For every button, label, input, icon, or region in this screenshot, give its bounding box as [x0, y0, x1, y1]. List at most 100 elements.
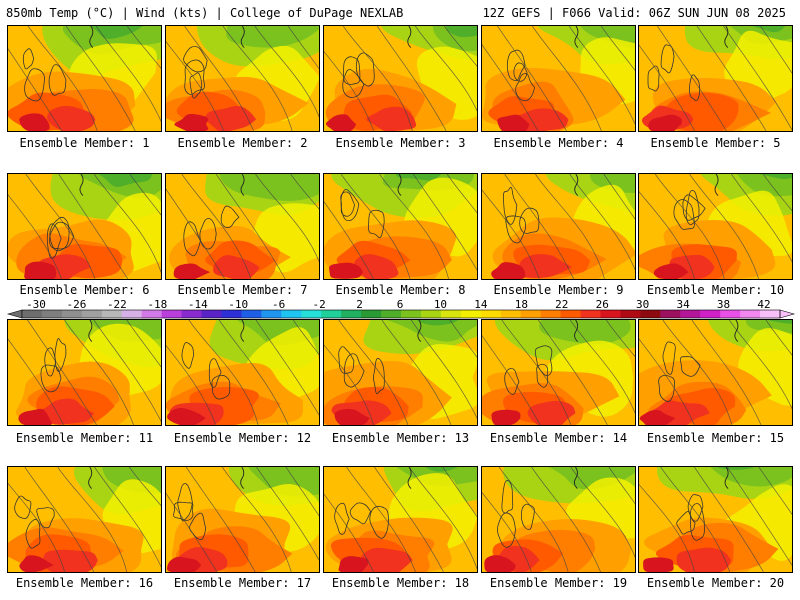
- ensemble-map-5: [638, 25, 793, 132]
- colorbar-tick-label: 38: [716, 298, 731, 311]
- ensemble-map-11: [7, 319, 162, 426]
- ensemble-member-label: Ensemble Member: 19: [489, 576, 628, 590]
- ensemble-map-14: [481, 319, 636, 426]
- colorbar-segment: [460, 310, 482, 318]
- temperature-colorbar: [6, 309, 796, 319]
- ensemble-member-label: Ensemble Member: 1: [19, 136, 150, 150]
- header-left-title: 850mb Temp (°C) | Wind (kts) | College o…: [6, 6, 404, 20]
- ensemble-map-6: [7, 173, 162, 280]
- ensemble-map-10: [638, 173, 793, 280]
- colorbar-tick-label: -2: [312, 298, 326, 311]
- colorbar-tick-label: 14: [474, 298, 488, 311]
- ensemble-member-label: Ensemble Member: 10: [646, 283, 785, 297]
- ensemble-member-label: Ensemble Member: 7: [177, 283, 308, 297]
- colorbar-segment: [261, 310, 282, 318]
- ensemble-member-label: Ensemble Member: 5: [650, 136, 781, 150]
- colorbar-segment: [401, 310, 422, 318]
- ensemble-map-17: [165, 466, 320, 573]
- colorbar-tick-label: -14: [187, 298, 208, 311]
- colorbar-segment: [740, 310, 761, 318]
- colorbar-tick-label: 42: [757, 298, 771, 311]
- ensemble-member-label: Ensemble Member: 11: [15, 431, 154, 445]
- colorbar-tick-label: 6: [396, 298, 404, 311]
- colorbar-tick-label: 18: [514, 298, 528, 311]
- colorbar-segment: [381, 310, 402, 318]
- ensemble-map-20: [638, 466, 793, 573]
- ensemble-member-label: Ensemble Member: 8: [335, 283, 466, 297]
- ensemble-map-18: [323, 466, 478, 573]
- ensemble-map-3: [323, 25, 478, 132]
- colorbar-segment: [520, 310, 542, 318]
- colorbar-segment: [640, 310, 661, 318]
- colorbar-segment: [720, 310, 741, 318]
- colorbar-tick-label: -6: [272, 298, 286, 311]
- ensemble-map-13: [323, 319, 478, 426]
- colorbar-tick-label: 2: [356, 298, 363, 311]
- colorbar-tick-label: -10: [228, 298, 249, 311]
- colorbar-segment: [301, 310, 322, 318]
- ensemble-map-2: [165, 25, 320, 132]
- colorbar-tick-label: 22: [555, 298, 569, 311]
- ensemble-member-label: Ensemble Member: 9: [493, 283, 624, 297]
- ensemble-map-4: [481, 25, 636, 132]
- colorbar-segment: [620, 310, 641, 318]
- colorbar-segment: [700, 310, 721, 318]
- colorbar-right-arrow: [779, 309, 796, 319]
- ensemble-map-19: [481, 466, 636, 573]
- ensemble-member-label: Ensemble Member: 4: [493, 136, 624, 150]
- ensemble-member-label: Ensemble Member: 3: [335, 136, 466, 150]
- ensemble-member-label: Ensemble Member: 2: [177, 136, 308, 150]
- colorbar-tick-label: 34: [676, 298, 690, 311]
- colorbar-tick-label: 10: [433, 298, 448, 311]
- colorbar-segment: [101, 310, 123, 318]
- ensemble-member-label: Ensemble Member: 18: [331, 576, 470, 590]
- colorbar-segment: [580, 310, 601, 318]
- ensemble-map-7: [165, 173, 320, 280]
- colorbar-segment: [141, 310, 163, 318]
- colorbar-segment: [281, 310, 302, 318]
- colorbar-segment: [440, 310, 462, 318]
- ensemble-map-8: [323, 173, 478, 280]
- colorbar-tick-label: -22: [106, 298, 127, 311]
- colorbar-segment: [660, 310, 681, 318]
- colorbar-segment: [22, 310, 43, 318]
- ensemble-map-16: [7, 466, 162, 573]
- colorbar-segment: [161, 310, 183, 318]
- colorbar-segment: [361, 310, 382, 318]
- header-right-title: 12Z GEFS | F066 Valid: 06Z SUN JUN 08 20…: [482, 6, 786, 20]
- colorbar-tick-label: -26: [66, 298, 87, 311]
- colorbar-segment: [560, 310, 582, 318]
- colorbar-tick-label: -18: [147, 298, 168, 311]
- colorbar-segment: [600, 310, 621, 318]
- colorbar-segment: [500, 310, 522, 318]
- colorbar-segment: [480, 310, 502, 318]
- ensemble-member-label: Ensemble Member: 14: [489, 431, 628, 445]
- colorbar-left-arrow: [6, 309, 23, 319]
- colorbar-segment: [41, 310, 63, 318]
- colorbar-segment: [181, 310, 203, 318]
- ensemble-map-15: [638, 319, 793, 426]
- ensemble-map-1: [7, 25, 162, 132]
- colorbar-segment: [540, 310, 562, 318]
- ensemble-member-label: Ensemble Member: 20: [646, 576, 785, 590]
- colorbar-tick-label: -30: [26, 298, 46, 311]
- ensemble-member-label: Ensemble Member: 17: [173, 576, 312, 590]
- colorbar-segment: [760, 310, 781, 318]
- ensemble-member-label: Ensemble Member: 16: [15, 576, 154, 590]
- colorbar-segment: [680, 310, 701, 318]
- colorbar-tick-label: 30: [636, 298, 650, 311]
- ensemble-member-label: Ensemble Member: 13: [331, 431, 470, 445]
- colorbar-tick-label: 26: [595, 298, 609, 311]
- colorbar-segment: [61, 310, 83, 318]
- ensemble-member-label: Ensemble Member: 6: [19, 283, 150, 297]
- colorbar-segment: [121, 310, 143, 318]
- colorbar-segment: [321, 310, 342, 318]
- colorbar-segment: [81, 310, 103, 318]
- ensemble-member-label: Ensemble Member: 15: [646, 431, 785, 445]
- ensemble-map-12: [165, 319, 320, 426]
- colorbar-segment: [221, 310, 242, 318]
- colorbar-segment: [201, 310, 222, 318]
- ensemble-member-label: Ensemble Member: 12: [173, 431, 312, 445]
- colorbar-segment: [241, 310, 262, 318]
- colorbar-segment: [420, 310, 442, 318]
